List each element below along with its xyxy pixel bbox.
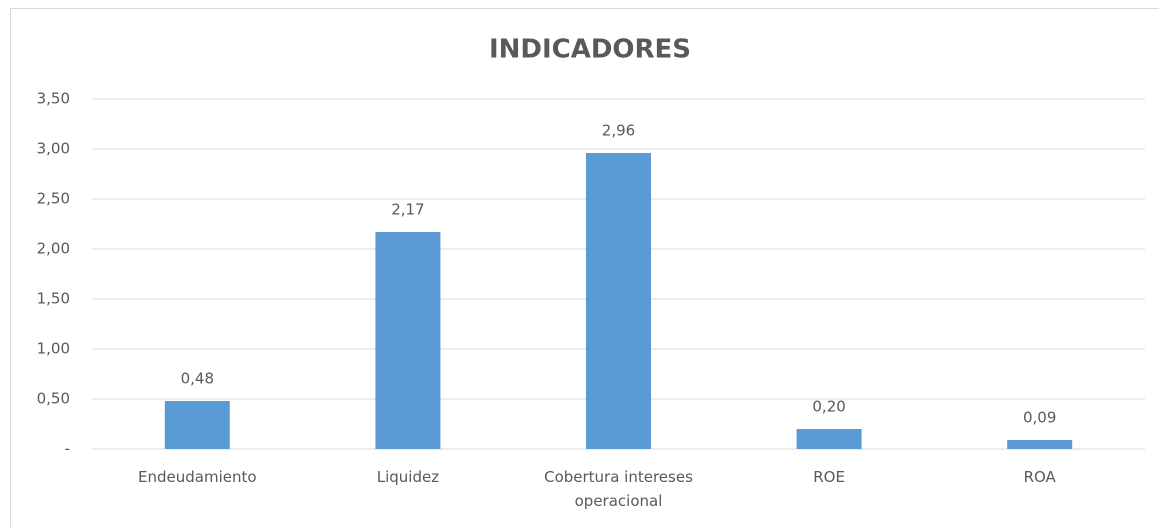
y-tick-label: 3,00 [37,140,70,158]
bar [1007,440,1073,449]
bar [164,401,230,449]
y-tick-label: 1,50 [37,290,70,308]
x-tick-label: Endeudamiento [138,468,257,486]
data-label: 2,17 [391,201,424,219]
data-label: 0,48 [181,370,214,388]
chart-title: INDICADORES [489,35,691,65]
y-tick-label: 2,00 [37,240,70,258]
bar [796,429,862,449]
data-label: 0,09 [1023,409,1056,427]
data-label: 2,96 [602,122,635,140]
y-tick-label: 2,50 [37,190,70,208]
bar [375,232,441,449]
bar [586,153,651,449]
x-tick-label-box: Liquidez [376,468,440,486]
x-tick-label-box: Cobertura intereses operacional [544,468,693,510]
x-tick-label: ROE [813,468,845,486]
x-tick-label-box: Endeudamiento [138,468,257,486]
y-tick-label: 1,00 [37,340,70,358]
x-tick-label: ROA [1023,468,1056,486]
y-tick-label: 3,50 [37,90,70,108]
x-tick-label: Cobertura intereses operacional [544,468,693,510]
x-tick-label-box: ROA [1023,468,1056,486]
data-label: 0,20 [812,398,845,416]
x-tick-label-box: ROE [813,468,845,486]
y-tick-label: - [65,440,70,458]
y-tick-label: 0,50 [37,390,70,408]
x-tick-label: Liquidez [376,468,440,486]
